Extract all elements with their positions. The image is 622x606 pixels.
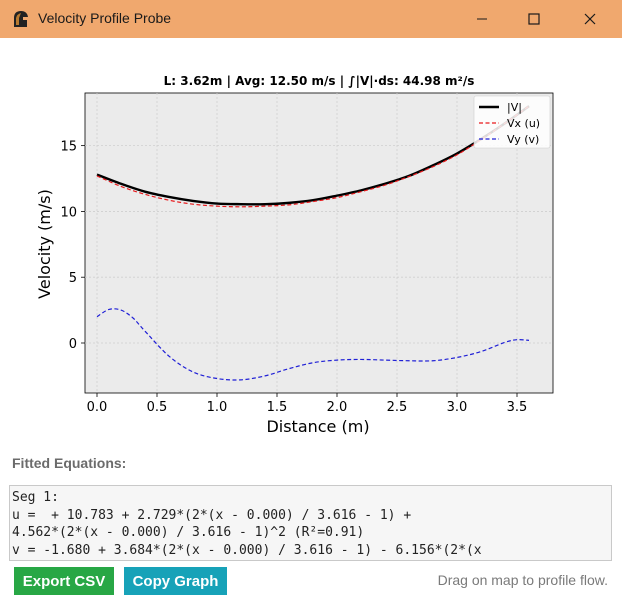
x-tick-label: 1.5 [267,400,288,415]
close-button[interactable] [564,0,616,38]
legend: |V| Vx (u) Vy (v) [473,95,551,149]
minimize-icon [477,18,487,20]
y-tick-label: 0 [69,337,77,352]
maximize-icon [528,13,540,25]
title-bar[interactable]: Velocity Profile Probe [0,0,622,38]
equation-line: Seg 1: [12,490,59,505]
equation-line: 4.562*(2*(x - 0.000) / 3.616 - 1)^2 (R²=… [12,525,365,540]
equation-line: v = -1.680 + 3.684*(2*(x - 0.000) / 3.61… [12,542,482,558]
velocity-plot: L: 3.62m | Avg: 12.50 m/s | ∫|V|·ds: 44.… [0,60,622,440]
chart-title: L: 3.62m | Avg: 12.50 m/s | ∫|V|·ds: 44.… [164,74,475,88]
y-tick-label: 5 [69,271,77,286]
series-lines [96,105,530,381]
close-icon [584,13,596,25]
maximize-button[interactable] [508,0,560,38]
x-tick-label: 0.0 [87,400,108,415]
y-axis-label: Velocity (m/s) [35,189,54,299]
equations-textbox[interactable]: Seg 1: u = + 10.783 + 2.729*(2*(x - 0.000… [9,485,612,561]
series-line-0 [96,105,530,206]
y-tick-label: 10 [60,205,77,220]
grid-lines [85,93,553,393]
x-tick-label: 3.5 [507,400,528,415]
status-hint: Drag on map to profile flow. [437,572,608,588]
fitted-equations-label: Fitted Equations: [12,455,127,471]
legend-label: |V| [507,101,522,114]
velocity-chart: L: 3.62m | Avg: 12.50 m/s | ∫|V|·ds: 44.… [35,74,554,436]
series-line-2 [96,308,530,381]
equation-line: u = + 10.783 + 2.729*(2*(x - 0.000) / 3.… [12,507,412,523]
legend-label: Vx (u) [507,117,540,130]
axis-ticks: 0.0 0.5 1.0 1.5 2.0 2.5 3.0 3.5 0 5 10 15 [60,140,527,415]
series-line-1 [96,105,530,208]
window-title: Velocity Profile Probe [38,10,172,26]
minimize-button[interactable] [456,0,508,38]
x-tick-label: 2.0 [327,400,348,415]
copy-graph-button[interactable]: Copy Graph [124,567,227,595]
legend-label: Vy (v) [507,133,539,146]
x-tick-label: 3.0 [447,400,468,415]
legend-box [473,95,551,149]
export-csv-button[interactable]: Export CSV [14,567,114,595]
x-tick-label: 2.5 [387,400,408,415]
x-axis-label: Distance (m) [266,417,369,436]
x-tick-label: 0.5 [147,400,168,415]
x-tick-label: 1.0 [207,400,228,415]
gladiator-helmet-icon [11,9,31,29]
y-tick-label: 15 [60,140,77,155]
